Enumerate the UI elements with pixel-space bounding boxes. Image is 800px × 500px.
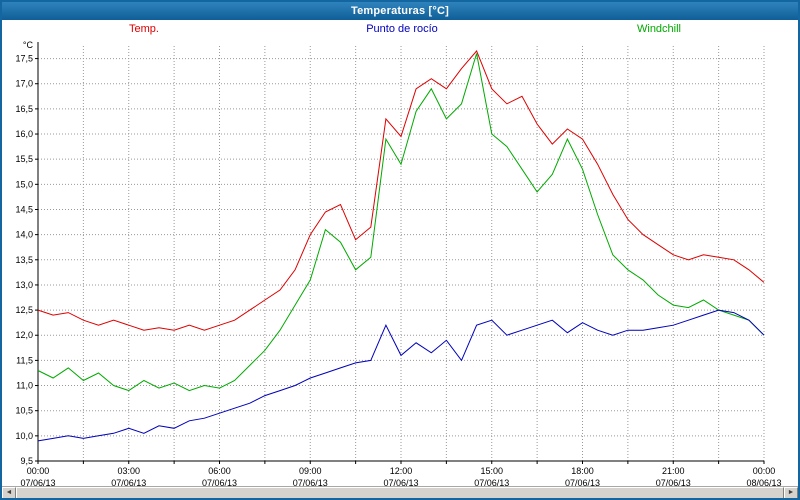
chart-legend: Temp. Punto de rocío Windchill [2, 20, 798, 38]
svg-text:09:00: 09:00 [299, 466, 322, 476]
svg-text:07/06/13: 07/06/13 [202, 478, 237, 486]
svg-text:16,0: 16,0 [15, 129, 33, 139]
svg-text:11,5: 11,5 [16, 355, 33, 365]
svg-text:07/06/13: 07/06/13 [383, 478, 418, 486]
svg-text:10,5: 10,5 [15, 406, 33, 416]
svg-text:08/06/13: 08/06/13 [746, 478, 781, 486]
window-title: Temperaturas [°C] [350, 5, 450, 17]
legend-windchill: Windchill [636, 23, 682, 35]
svg-text:17,5: 17,5 [15, 54, 33, 64]
svg-text:12:00: 12:00 [390, 466, 413, 476]
legend-temp: Temp. [129, 23, 159, 35]
svg-text:07/06/13: 07/06/13 [656, 478, 691, 486]
scroll-right-button[interactable]: ► [784, 487, 798, 498]
titlebar: Temperaturas [°C] [2, 2, 798, 20]
svg-text:16,5: 16,5 [15, 104, 33, 114]
svg-text:06:00: 06:00 [208, 466, 231, 476]
svg-text:°C: °C [23, 40, 34, 50]
svg-text:00:00: 00:00 [753, 466, 776, 476]
svg-text:07/06/13: 07/06/13 [474, 478, 509, 486]
svg-text:03:00: 03:00 [117, 466, 140, 476]
svg-text:12,5: 12,5 [15, 305, 33, 315]
svg-text:07/06/13: 07/06/13 [111, 478, 146, 486]
horizontal-scrollbar[interactable]: ◄ ► [2, 486, 798, 498]
legend-dewpoint: Punto de rocío [366, 23, 438, 35]
svg-text:00:00: 00:00 [27, 466, 50, 476]
svg-text:13,0: 13,0 [15, 280, 33, 290]
scrollbar-thumb[interactable] [16, 487, 784, 498]
scroll-left-button[interactable]: ◄ [2, 487, 16, 498]
svg-text:18:00: 18:00 [571, 466, 594, 476]
scrollbar-track[interactable] [16, 487, 784, 498]
svg-text:15,0: 15,0 [15, 179, 33, 189]
svg-text:15:00: 15:00 [480, 466, 503, 476]
svg-text:10,0: 10,0 [15, 431, 33, 441]
svg-text:12,0: 12,0 [15, 330, 33, 340]
svg-text:07/06/13: 07/06/13 [20, 478, 55, 486]
svg-text:14,0: 14,0 [15, 230, 33, 240]
svg-text:15,5: 15,5 [15, 154, 33, 164]
chart-canvas: 9,5 10,0 10,5 11,0 11,5 12,0 12,5 13,0 13,5 14,0 1… [2, 38, 798, 486]
svg-text:07/06/13: 07/06/13 [565, 478, 600, 486]
svg-text:07/06/13: 07/06/13 [293, 478, 328, 486]
svg-text:17,0: 17,0 [15, 79, 33, 89]
svg-text:14,5: 14,5 [15, 204, 33, 214]
svg-text:9,5: 9,5 [20, 456, 33, 466]
svg-text:21:00: 21:00 [662, 466, 685, 476]
svg-text:13,5: 13,5 [15, 255, 33, 265]
svg-text:11,0: 11,0 [16, 381, 33, 391]
